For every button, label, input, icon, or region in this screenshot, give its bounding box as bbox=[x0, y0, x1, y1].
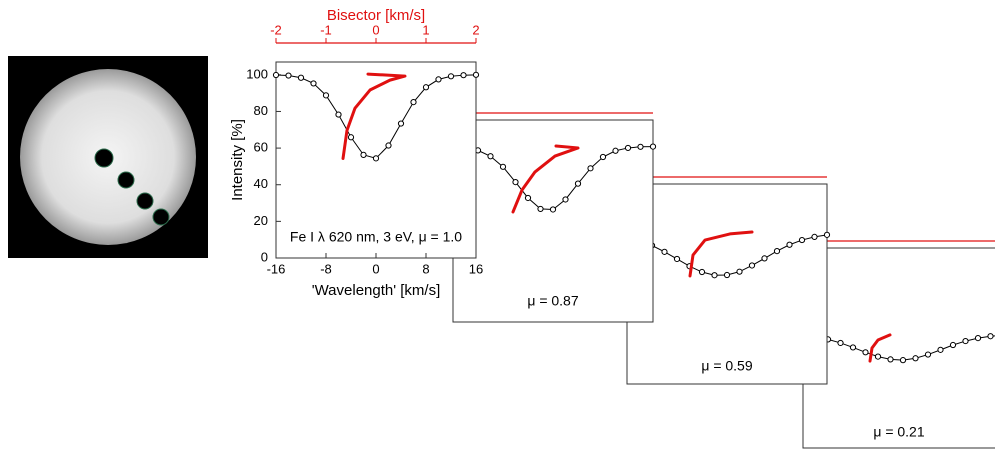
profile-point bbox=[924, 351, 932, 358]
profile-point bbox=[512, 179, 519, 186]
bisector-line bbox=[688, 230, 754, 278]
profile-point bbox=[410, 99, 417, 106]
profile-point bbox=[549, 206, 557, 213]
profile-point bbox=[624, 144, 632, 152]
profile-point bbox=[711, 272, 718, 279]
profile-point bbox=[472, 71, 480, 78]
x-tick-label: 16 bbox=[469, 261, 483, 276]
panel: μ = 0.87 bbox=[449, 112, 657, 323]
panel-annotation: μ = 0.87 bbox=[527, 293, 578, 309]
profile-point bbox=[649, 143, 657, 150]
profile-point bbox=[637, 143, 644, 150]
profile-point bbox=[360, 151, 367, 158]
profile-point bbox=[487, 153, 494, 160]
profile-point bbox=[537, 205, 544, 213]
plot-frame bbox=[802, 247, 995, 449]
profile-point bbox=[798, 236, 806, 244]
profile-point bbox=[562, 196, 569, 203]
y-tick-label: 100 bbox=[246, 66, 268, 81]
panel-annotation: Fe I λ 620 nm, 3 eV, μ = 1.0 bbox=[290, 229, 462, 245]
profile-point bbox=[748, 262, 756, 269]
profile-point bbox=[612, 147, 619, 154]
solar-disk-image bbox=[8, 56, 208, 258]
x-tick-label: 0 bbox=[372, 261, 379, 276]
profile-point bbox=[397, 120, 405, 127]
panels: μ = 0.21μ = 0.59μ = 0.87-2 -1 0 1 2020406080… bbox=[229, 7, 995, 449]
profile-point bbox=[435, 76, 442, 83]
profile-point bbox=[811, 233, 818, 240]
y-axis-title: Intensity [%] bbox=[229, 119, 246, 201]
y-tick-label: 60 bbox=[254, 140, 268, 155]
x2-tick-label: 2 bbox=[472, 22, 479, 37]
profile-point bbox=[974, 334, 982, 342]
bisector-line bbox=[511, 144, 580, 214]
y-tick-label: 40 bbox=[254, 176, 268, 191]
panel-annotation: μ = 0.59 bbox=[701, 358, 752, 374]
profile-point bbox=[962, 337, 969, 345]
y-tick-label: 80 bbox=[254, 103, 268, 118]
profile-point bbox=[823, 231, 831, 238]
profile-point bbox=[773, 248, 781, 255]
profile-point bbox=[422, 84, 430, 91]
x2-tick-label: -2 bbox=[270, 22, 282, 37]
profile-point bbox=[524, 194, 532, 202]
profile-point bbox=[949, 341, 957, 349]
profile-point bbox=[574, 180, 582, 187]
bisector-line bbox=[868, 333, 892, 363]
panel: μ = 0.21 bbox=[799, 240, 995, 449]
profile-point bbox=[673, 255, 681, 263]
x-axis-title: 'Wavelength' [km/s] bbox=[312, 282, 441, 299]
profile-point bbox=[987, 333, 994, 340]
profile-point bbox=[347, 134, 355, 141]
profile-point bbox=[899, 357, 907, 364]
y-tick-label: 20 bbox=[254, 213, 268, 228]
profile-point bbox=[335, 111, 342, 118]
bisector-line bbox=[341, 72, 407, 161]
profile-point bbox=[322, 92, 330, 99]
profile-point bbox=[285, 72, 292, 79]
panel: μ = 0.59 bbox=[623, 176, 831, 385]
x-tick-label: 8 bbox=[422, 261, 429, 276]
profile-point bbox=[372, 155, 380, 162]
profile-point bbox=[599, 153, 607, 161]
profile-point bbox=[786, 241, 793, 248]
profile-point bbox=[937, 346, 944, 353]
panel-annotation: μ = 0.21 bbox=[873, 424, 924, 440]
profile-point bbox=[736, 268, 743, 275]
x2-tick-label: -1 bbox=[320, 22, 332, 37]
profile-point bbox=[761, 255, 768, 262]
profile-point bbox=[297, 74, 305, 81]
plot-frame bbox=[452, 119, 654, 323]
profile-point bbox=[837, 339, 844, 347]
profile-point bbox=[310, 80, 317, 87]
profile-point bbox=[272, 71, 280, 79]
profile-point bbox=[862, 349, 869, 356]
profile-point bbox=[698, 268, 706, 276]
x2-tick-label: 1 bbox=[422, 22, 429, 37]
x2-tick-label: 0 bbox=[372, 22, 379, 37]
profile-point bbox=[723, 271, 731, 279]
y-tick-label: 0 bbox=[261, 249, 268, 264]
profile-point bbox=[887, 356, 894, 363]
x-tick-label: -8 bbox=[320, 261, 332, 276]
x-tick-label: -16 bbox=[267, 261, 286, 276]
profile-point bbox=[499, 163, 507, 170]
plot-frame bbox=[626, 183, 828, 385]
profile-point bbox=[460, 72, 467, 79]
profile-point bbox=[874, 353, 882, 360]
profile-point bbox=[447, 73, 455, 80]
x2-axis-title: Bisector [km/s] bbox=[327, 7, 425, 24]
profile-point bbox=[849, 344, 857, 351]
profile-point bbox=[661, 248, 668, 255]
profile-point bbox=[912, 355, 919, 362]
profile-point bbox=[587, 165, 594, 172]
profile-point bbox=[385, 142, 392, 149]
